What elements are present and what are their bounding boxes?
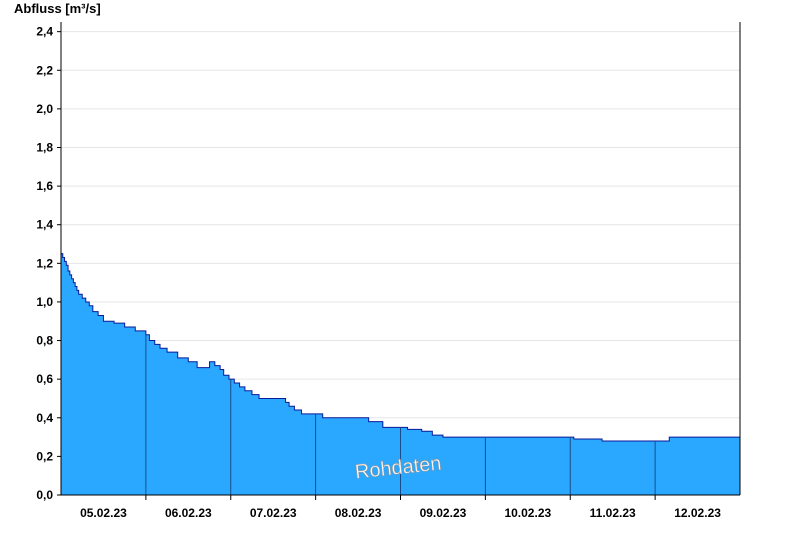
y-tick-label: 2,4 bbox=[36, 25, 53, 39]
y-axis-ticks: 0,0 0,2 0,4 0,6 0,8 1,0 1,2 1,4 1,6 1,8 2,0 2,2 2,4 bbox=[36, 25, 61, 502]
y-tick-label: 2,2 bbox=[36, 63, 53, 77]
y-axis-title: Abfluss [m³/s] bbox=[14, 1, 101, 16]
y-tick-label: 0,4 bbox=[36, 411, 53, 425]
x-axis-ticks: 05.02.23 06.02.23 07.02.23 08.02.23 09.02.23… bbox=[80, 495, 721, 520]
y-tick-label: 1,4 bbox=[36, 218, 53, 232]
x-tick-label: 08.02.23 bbox=[335, 506, 382, 520]
y-tick-label: 0,8 bbox=[36, 334, 53, 348]
day-separators bbox=[145, 334, 656, 495]
y-tick-label: 1,8 bbox=[36, 140, 53, 154]
y-tick-label: 0,0 bbox=[36, 488, 53, 502]
y-tick-label: 1,2 bbox=[36, 256, 53, 270]
y-tick-label: 1,0 bbox=[36, 295, 53, 309]
x-tick-label: 05.02.23 bbox=[80, 506, 127, 520]
x-tick-label: 06.02.23 bbox=[165, 506, 212, 520]
y-tick-label: 1,6 bbox=[36, 179, 53, 193]
x-tick-label: 07.02.23 bbox=[250, 506, 297, 520]
x-tick-label: 09.02.23 bbox=[420, 506, 467, 520]
x-tick-label: 10.02.23 bbox=[504, 506, 551, 520]
y-tick-label: 0,6 bbox=[36, 372, 53, 386]
x-tick-label: 11.02.23 bbox=[590, 506, 636, 520]
y-tick-label: 2,0 bbox=[36, 102, 53, 116]
x-tick-label: 12.02.23 bbox=[674, 506, 721, 520]
discharge-line bbox=[61, 253, 740, 442]
y-tick-label: 0,2 bbox=[36, 449, 53, 463]
